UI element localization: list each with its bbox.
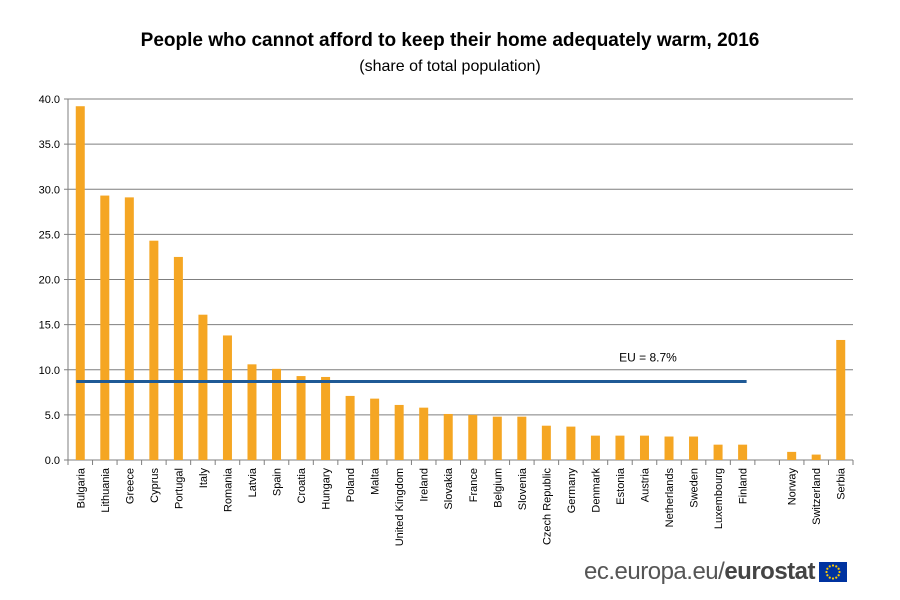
x-category-label: Switzerland (811, 468, 823, 525)
footer-domain: ec.europa.eu/ (584, 558, 725, 585)
y-tick-label: 5.0 (45, 410, 60, 422)
x-category-label: Lithuania (100, 467, 112, 513)
x-category-label: Luxembourg (713, 468, 725, 529)
eu-flag-star (835, 576, 838, 579)
eu-flag-star (831, 577, 835, 580)
chart-subtitle: (share of total population) (359, 58, 541, 75)
y-tick-label: 25.0 (39, 229, 60, 241)
x-category-label: Malta (370, 467, 382, 495)
bar (787, 451, 797, 460)
eu-flag-background (819, 562, 847, 582)
bar (124, 197, 134, 460)
bar (394, 404, 404, 460)
x-category-label: Portugal (173, 468, 185, 509)
y-tick-label: 30.0 (39, 184, 60, 196)
eu-flag-star (825, 570, 828, 574)
y-tick-label: 20.0 (39, 275, 60, 287)
bars (75, 106, 846, 460)
x-category-label: Netherlands (664, 468, 676, 528)
y-tick-label: 15.0 (39, 320, 60, 332)
footer-brand-name: eurostat (724, 558, 815, 585)
x-category-label: Slovenia (517, 467, 529, 510)
chart-title: People who cannot afford to keep their h… (140, 30, 760, 51)
bar (713, 444, 723, 460)
eu-flag-star (828, 565, 831, 568)
bar (738, 444, 748, 460)
bar (272, 368, 282, 460)
x-category-label: Belgium (492, 468, 504, 508)
bar (566, 426, 576, 460)
bar (639, 435, 649, 460)
bar (590, 435, 600, 460)
x-category-label: Cyprus (149, 468, 161, 503)
bar (615, 435, 625, 460)
bar (664, 436, 674, 460)
eu-average-label: EU = 8.7% (619, 350, 677, 364)
x-category-label: Hungary (321, 468, 333, 510)
x-category-label: Norway (787, 468, 799, 506)
eu-flag-star (837, 574, 840, 577)
eu-average-line-group: EU = 8.7% (76, 350, 747, 383)
x-category-label: Latvia (247, 467, 259, 497)
bar (75, 106, 85, 460)
bar (345, 395, 355, 460)
x-category-label: United Kingdom (394, 468, 406, 546)
x-category-label: Estonia (615, 467, 627, 505)
bar (836, 339, 846, 460)
bar (370, 398, 380, 460)
x-category-label: Poland (345, 468, 357, 502)
x-category-label: Denmark (590, 468, 602, 513)
y-axis-ticks: 0.0 5.0 10.0 15.0 20.0 25.0 30.0 35.0 40.0 (39, 94, 68, 467)
x-category-label: Greece (124, 468, 136, 504)
eu-flag-star (835, 565, 838, 568)
eu-flag-star (826, 567, 829, 570)
x-category-label: Sweden (689, 468, 701, 508)
eu-flag-icon (819, 562, 847, 582)
x-category-label: Croatia (296, 467, 308, 503)
bar (689, 436, 699, 460)
bar (468, 414, 478, 460)
x-category-label: Germany (566, 468, 578, 514)
y-tick-label: 10.0 (39, 365, 60, 377)
y-tick-label: 0.0 (45, 455, 60, 467)
bar (419, 407, 429, 460)
x-category-label: Slovakia (443, 467, 455, 509)
x-category-label: Serbia (836, 467, 848, 500)
x-category-label: Spain (272, 468, 284, 496)
bar (321, 376, 331, 460)
eu-flag-star (837, 567, 840, 570)
eu-flag-star (831, 564, 835, 567)
bar (100, 195, 110, 460)
bar (541, 425, 551, 460)
x-category-label: Czech Republic (541, 468, 553, 546)
x-category-label: Bulgaria (75, 467, 87, 508)
bar (492, 416, 502, 460)
eu-flag-star (828, 576, 831, 579)
bar (149, 240, 159, 460)
bar (198, 314, 208, 460)
x-category-label: Ireland (419, 468, 431, 502)
x-category-label: Italy (198, 468, 210, 489)
bar (173, 256, 183, 460)
y-tick-label: 35.0 (39, 139, 60, 151)
y-tick-label: 40.0 (39, 94, 60, 106)
x-axis-labels: Bulgaria Lithuania Greece Cyprus Portugal Ita… (75, 467, 847, 546)
bar (517, 416, 527, 460)
bar (296, 376, 306, 460)
x-category-label: Romania (222, 467, 234, 512)
bar (247, 364, 257, 460)
bar (811, 454, 821, 460)
eu-flag-star (826, 574, 829, 577)
eu-flag-star (838, 570, 841, 574)
bar (222, 335, 232, 460)
gridlines (67, 98, 854, 465)
footer-brand: ec.europa.eu/eurostat (584, 558, 847, 586)
x-category-label: Finland (738, 468, 750, 504)
footer-text: ec.europa.eu/eurostat (584, 558, 815, 586)
x-category-label: France (468, 468, 480, 502)
x-category-label: Austria (639, 467, 651, 502)
bar (443, 413, 453, 460)
